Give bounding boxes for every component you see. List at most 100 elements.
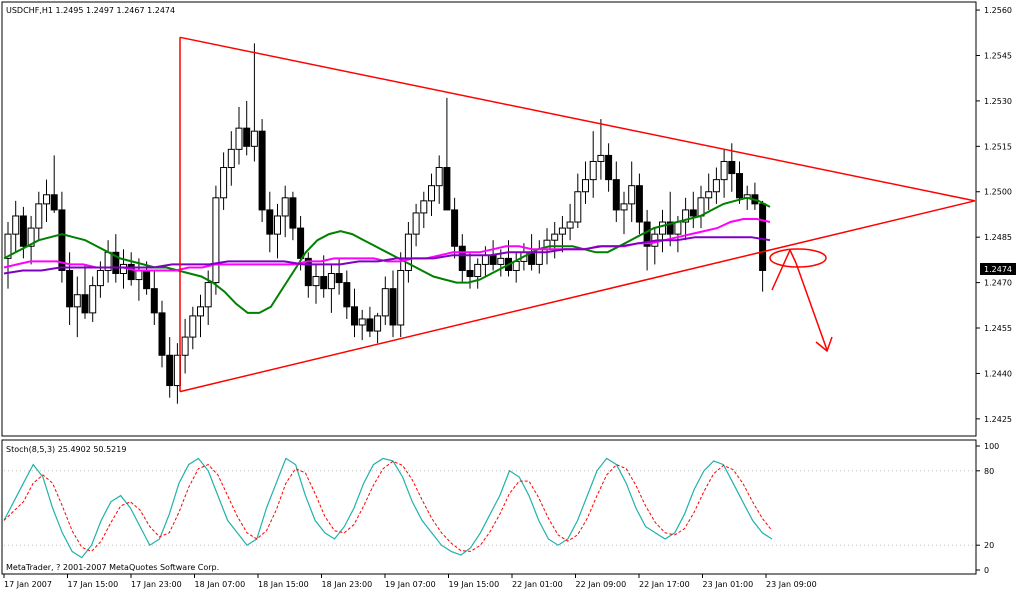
- candle-body: [189, 315, 197, 338]
- candle-body: [412, 212, 420, 235]
- candle-body: [736, 173, 743, 199]
- annotations: [769, 248, 833, 353]
- candle-body: [574, 191, 582, 223]
- moving-average-line: [3, 236, 771, 275]
- candle-body: [235, 127, 243, 150]
- candle-body: [96, 269, 104, 287]
- candle-body: [43, 194, 50, 205]
- price-tick-label: 1.2485: [984, 233, 1012, 242]
- candle-body: [220, 167, 228, 199]
- forecast-arrow-head: [815, 336, 833, 353]
- time-tick-label: 18 Jan 15:00: [258, 580, 309, 589]
- candle-body: [620, 203, 628, 211]
- candle-body: [81, 294, 89, 314]
- candle-body: [435, 167, 443, 187]
- candle-body: [358, 318, 366, 326]
- price-pane: [1, 1, 977, 437]
- candle-body: [566, 221, 574, 229]
- candle-body: [674, 221, 682, 235]
- current-price-label: 1.2474: [984, 265, 1012, 274]
- candle-body: [728, 160, 736, 175]
- time-tick-label: 17 Jan 15:00: [68, 580, 119, 589]
- candle-body: [12, 215, 20, 235]
- price-tick-label: 1.2560: [984, 6, 1012, 15]
- candle-body: [497, 257, 505, 265]
- candle-body: [35, 203, 43, 229]
- candle-body: [489, 254, 497, 265]
- candle-body: [212, 197, 220, 284]
- price-axis: 1.2560 1.2545 1.2530 1.2515 1.2500 1.2485 1.24…: [976, 6, 1012, 424]
- chart-title: USDCHF,H1 1.2495 1.2497 1.2467 1.2474: [6, 6, 175, 15]
- price-tick-label: 1.2545: [984, 51, 1012, 60]
- candle-body: [628, 185, 636, 205]
- candle-body: [428, 185, 435, 202]
- stoch-label: Stoch(8,5,3) 25.4902 50.5219: [6, 445, 126, 454]
- breakout-path: [771, 248, 797, 291]
- candle-body: [204, 282, 212, 308]
- candle-body: [181, 336, 189, 356]
- candle-body: [466, 269, 474, 278]
- candle-body: [227, 148, 235, 169]
- price-tick-label: 1.2455: [984, 324, 1012, 333]
- candle-body: [635, 185, 643, 223]
- candle-body: [19, 215, 27, 247]
- time-tick-label: 19 Jan 15:00: [449, 580, 500, 589]
- candle-body: [289, 197, 297, 229]
- candle-body: [443, 167, 451, 211]
- candle-body: [143, 269, 151, 290]
- trendlines: [179, 36, 976, 393]
- candle-body: [243, 127, 251, 147]
- candle-body: [682, 209, 690, 223]
- candle-body: [166, 354, 174, 387]
- price-tick-label: 1.2500: [984, 188, 1012, 197]
- candle-body: [420, 200, 428, 214]
- candle-body: [343, 282, 351, 308]
- candle-body: [582, 179, 589, 193]
- forecast-arrow-shaft: [795, 262, 828, 351]
- candle-body: [197, 306, 204, 317]
- moving-average-line: [3, 196, 771, 314]
- candle-body: [320, 276, 328, 290]
- stoch-axis: 100 80 20 0: [4, 442, 999, 575]
- candle-body: [712, 179, 720, 193]
- time-tick-label: 22 Jan 17:00: [639, 580, 690, 589]
- candle-body: [66, 269, 74, 308]
- time-tick-label: 18 Jan 07:00: [195, 580, 246, 589]
- time-tick-label: 22 Jan 09:00: [576, 580, 627, 589]
- candles: [4, 43, 767, 404]
- candle-body: [335, 273, 343, 284]
- price-tick-label: 1.2425: [984, 415, 1012, 424]
- candle-body: [158, 312, 166, 356]
- price-tick-label: 1.2440: [984, 369, 1012, 378]
- candle-body: [404, 233, 412, 271]
- candle-body: [381, 288, 389, 317]
- candle-body: [374, 315, 382, 332]
- candle-body: [73, 294, 81, 308]
- candle-body: [697, 197, 705, 217]
- candle-body: [451, 209, 459, 247]
- candle-body: [389, 288, 397, 326]
- candle-body: [27, 227, 35, 247]
- candle-body: [551, 233, 559, 241]
- copyright: MetaTrader, ? 2001-2007 MetaQuotes Softw…: [6, 563, 219, 572]
- candle-body: [258, 130, 266, 211]
- candle-body: [351, 306, 358, 326]
- candle-body: [597, 154, 605, 162]
- stoch-tick-label: 80: [984, 467, 994, 476]
- price-tick-label: 1.2470: [984, 279, 1012, 288]
- candle-body: [659, 221, 666, 235]
- candle-body: [304, 257, 312, 287]
- stoch-tick-label: 20: [984, 541, 994, 550]
- stoch-lines: [3, 457, 773, 559]
- candle-body: [112, 251, 120, 275]
- candle-body: [605, 154, 613, 181]
- candle-body: [705, 191, 713, 199]
- candle-body: [720, 160, 728, 181]
- candle-body: [297, 227, 305, 259]
- candle-body: [4, 233, 12, 259]
- candle-body: [58, 209, 66, 271]
- moving-averages: [3, 196, 771, 314]
- stoch-signal-line: [3, 460, 773, 552]
- candle-body: [558, 227, 566, 235]
